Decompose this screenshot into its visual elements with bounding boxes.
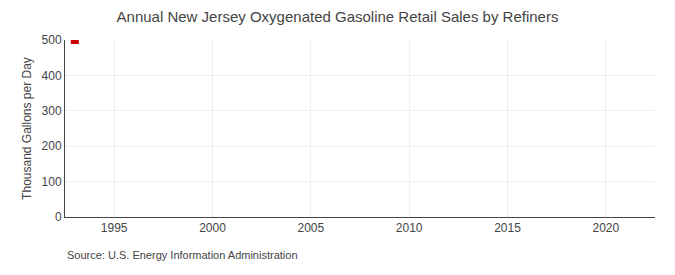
svg-text:2015: 2015 <box>494 221 521 235</box>
svg-text:2020: 2020 <box>592 221 619 235</box>
svg-text:2010: 2010 <box>396 221 423 235</box>
svg-text:2000: 2000 <box>199 221 226 235</box>
svg-text:1995: 1995 <box>101 221 128 235</box>
svg-text:Thousand Gallons per Day: Thousand Gallons per Day <box>20 57 34 200</box>
svg-text:Annual New Jersey Oxygenated G: Annual New Jersey Oxygenated Gasoline Re… <box>117 8 559 25</box>
svg-text:400: 400 <box>42 69 62 83</box>
svg-text:2005: 2005 <box>297 221 324 235</box>
svg-text:200: 200 <box>42 139 62 153</box>
svg-text:300: 300 <box>42 104 62 118</box>
svg-text:100: 100 <box>42 175 62 189</box>
svg-text:500: 500 <box>42 33 62 47</box>
svg-text:Source: U.S. Energy Informatio: Source: U.S. Energy Information Administ… <box>67 249 298 261</box>
svg-text:0: 0 <box>55 210 62 224</box>
